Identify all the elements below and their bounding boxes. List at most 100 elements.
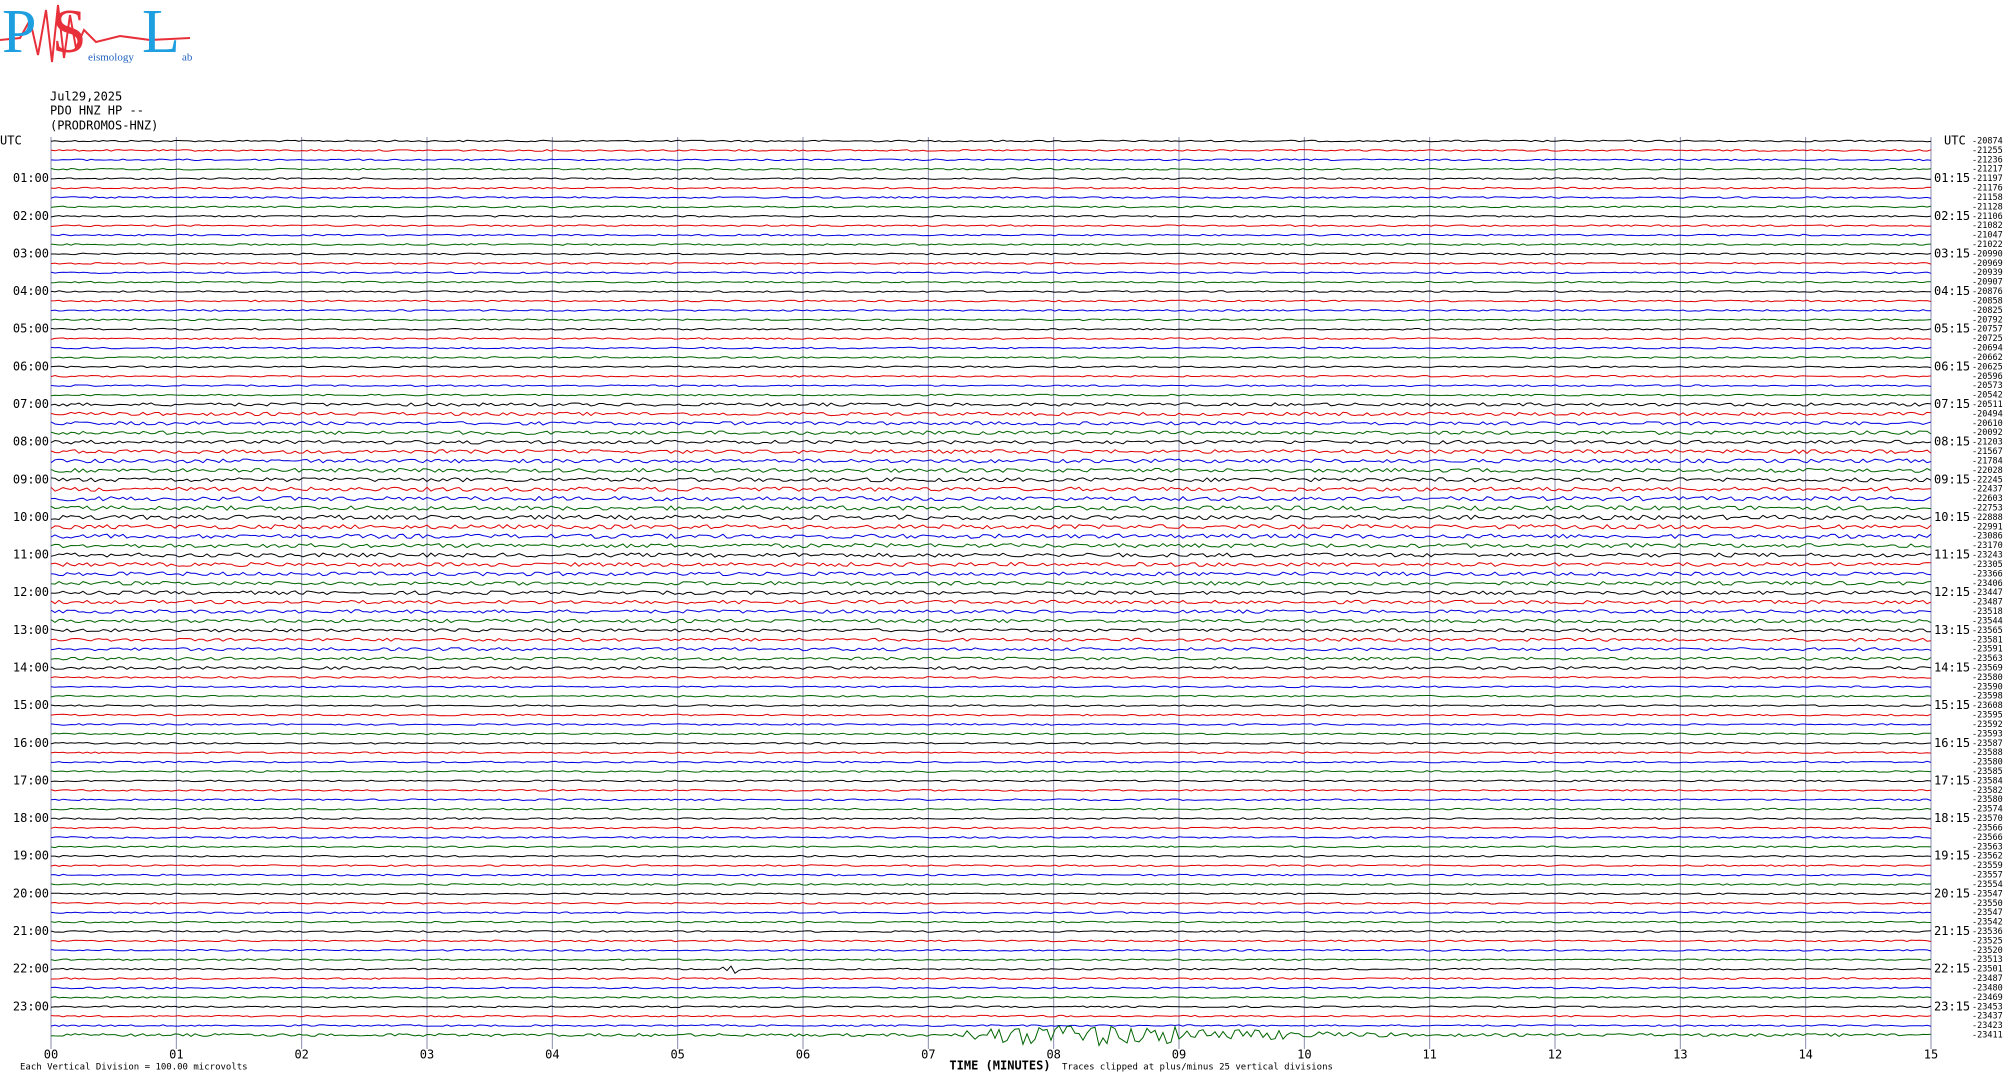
trace [50, 883, 1932, 886]
trace-offset: -23550 [1972, 899, 2003, 909]
row-label-right: 18:15 [1934, 811, 1970, 825]
trace-offset: -23547 [1972, 908, 2003, 918]
trace [50, 309, 1931, 312]
trace [50, 609, 1932, 614]
row-label-right: 20:15 [1934, 886, 1970, 900]
row-label-left: 06:00 [13, 359, 49, 373]
trace [50, 411, 1932, 417]
trace-offset: -23569 [1972, 663, 2003, 673]
trace [50, 1024, 1932, 1047]
scale-note: Each Vertical Division = 100.00 microvol… [20, 1063, 248, 1073]
trace [50, 177, 1932, 180]
trace-offset: -20625 [1972, 362, 2003, 372]
trace-offset: -23582 [1972, 786, 2003, 796]
row-label-right: 11:15 [1934, 548, 1970, 562]
row-label-right: 16:15 [1934, 736, 1970, 750]
trace-offset: -21022 [1972, 240, 2003, 250]
trace [50, 965, 1932, 975]
trace-offset: -23590 [1972, 682, 2003, 692]
trace [50, 402, 1932, 407]
row-label-left: 07:00 [13, 397, 49, 411]
trace [50, 1005, 1932, 1009]
trace-offset: -22753 [1972, 504, 2003, 514]
row-label-left: 19:00 [13, 849, 49, 863]
trace-offset: -23366 [1972, 569, 2003, 579]
trace [50, 732, 1932, 736]
trace-offset: -23593 [1972, 729, 2003, 739]
trace-offset: -20876 [1972, 287, 2003, 297]
trace [50, 337, 1932, 340]
row-label-right: 06:15 [1934, 359, 1970, 373]
trace-offset: -20511 [1972, 400, 2003, 410]
x-tick-label: 07 [921, 1048, 935, 1062]
trace-offset: -21217 [1972, 165, 2003, 175]
trace-offset: -21567 [1972, 447, 2003, 457]
trace-offset: -20939 [1972, 268, 2003, 278]
row-label-left: 11:00 [13, 548, 49, 562]
trace-offset: -23557 [1972, 871, 2003, 881]
trace-offset: -23587 [1972, 739, 2003, 749]
trace-offset: -23598 [1972, 692, 2003, 702]
trace [50, 618, 1932, 624]
row-label-right: 04:15 [1934, 284, 1970, 298]
row-label-left: 16:00 [13, 736, 49, 750]
trace-offset: -23437 [1972, 1012, 2003, 1022]
trace-offset: -20874 [1972, 137, 2003, 147]
row-label-left: 05:00 [13, 322, 49, 336]
trace [50, 224, 1932, 228]
trace [50, 836, 1932, 839]
trace [50, 280, 1932, 284]
trace-offset: -20596 [1972, 372, 2003, 382]
row-label-right: 01:15 [1934, 171, 1970, 185]
row-label-left: 04:00 [13, 284, 49, 298]
trace-offset: -23585 [1972, 767, 2003, 777]
trace [50, 439, 1932, 445]
x-tick-label: 03 [420, 1048, 434, 1062]
trace [50, 318, 1932, 322]
row-label-left: 15:00 [13, 698, 49, 712]
row-label-left: 03:00 [13, 246, 49, 260]
trace [50, 751, 1932, 755]
row-label-right: 12:15 [1934, 585, 1970, 599]
trace-offset: -23554 [1972, 880, 2003, 890]
trace [50, 524, 1932, 530]
x-tick-label: 00 [44, 1048, 58, 1062]
trace [50, 271, 1932, 275]
trace-offset: -21784 [1972, 456, 2003, 466]
trace [50, 892, 1932, 896]
trace-offset: -23562 [1972, 852, 2003, 862]
trace [50, 580, 1932, 586]
trace [50, 807, 1932, 811]
trace-offset: -20990 [1972, 249, 2003, 259]
row-label-right: 22:15 [1934, 962, 1970, 976]
x-tick-label: 02 [294, 1048, 308, 1062]
row-label-right: UTC [1944, 134, 1966, 148]
trace [50, 1014, 1932, 1018]
trace [50, 243, 1932, 246]
trace-offset: -23591 [1972, 645, 2003, 655]
trace-offset: -20858 [1972, 296, 2003, 306]
trace-offset: -23544 [1972, 616, 2003, 626]
trace [51, 977, 1932, 980]
trace-offset: -23592 [1972, 720, 2003, 730]
trace [50, 647, 1932, 652]
trace [50, 486, 1932, 492]
trace-offset: -20907 [1972, 278, 2003, 288]
trace [50, 788, 1932, 792]
trace [50, 167, 1932, 171]
row-label-right: 02:15 [1934, 209, 1970, 223]
row-label-left: 12:00 [13, 585, 49, 599]
trace [50, 826, 1932, 830]
x-tick-label: 06 [796, 1048, 810, 1062]
trace-offset: -20542 [1972, 391, 2003, 401]
trace [50, 477, 1932, 483]
x-tick-label: 09 [1172, 1048, 1186, 1062]
trace-offset: -21255 [1972, 146, 2003, 156]
trace [50, 561, 1932, 567]
trace [50, 656, 1932, 661]
trace-offset: -21176 [1972, 184, 2003, 194]
trace [51, 854, 1932, 858]
trace-offset: -23580 [1972, 673, 2003, 683]
trace-offset: -23520 [1972, 946, 2003, 956]
